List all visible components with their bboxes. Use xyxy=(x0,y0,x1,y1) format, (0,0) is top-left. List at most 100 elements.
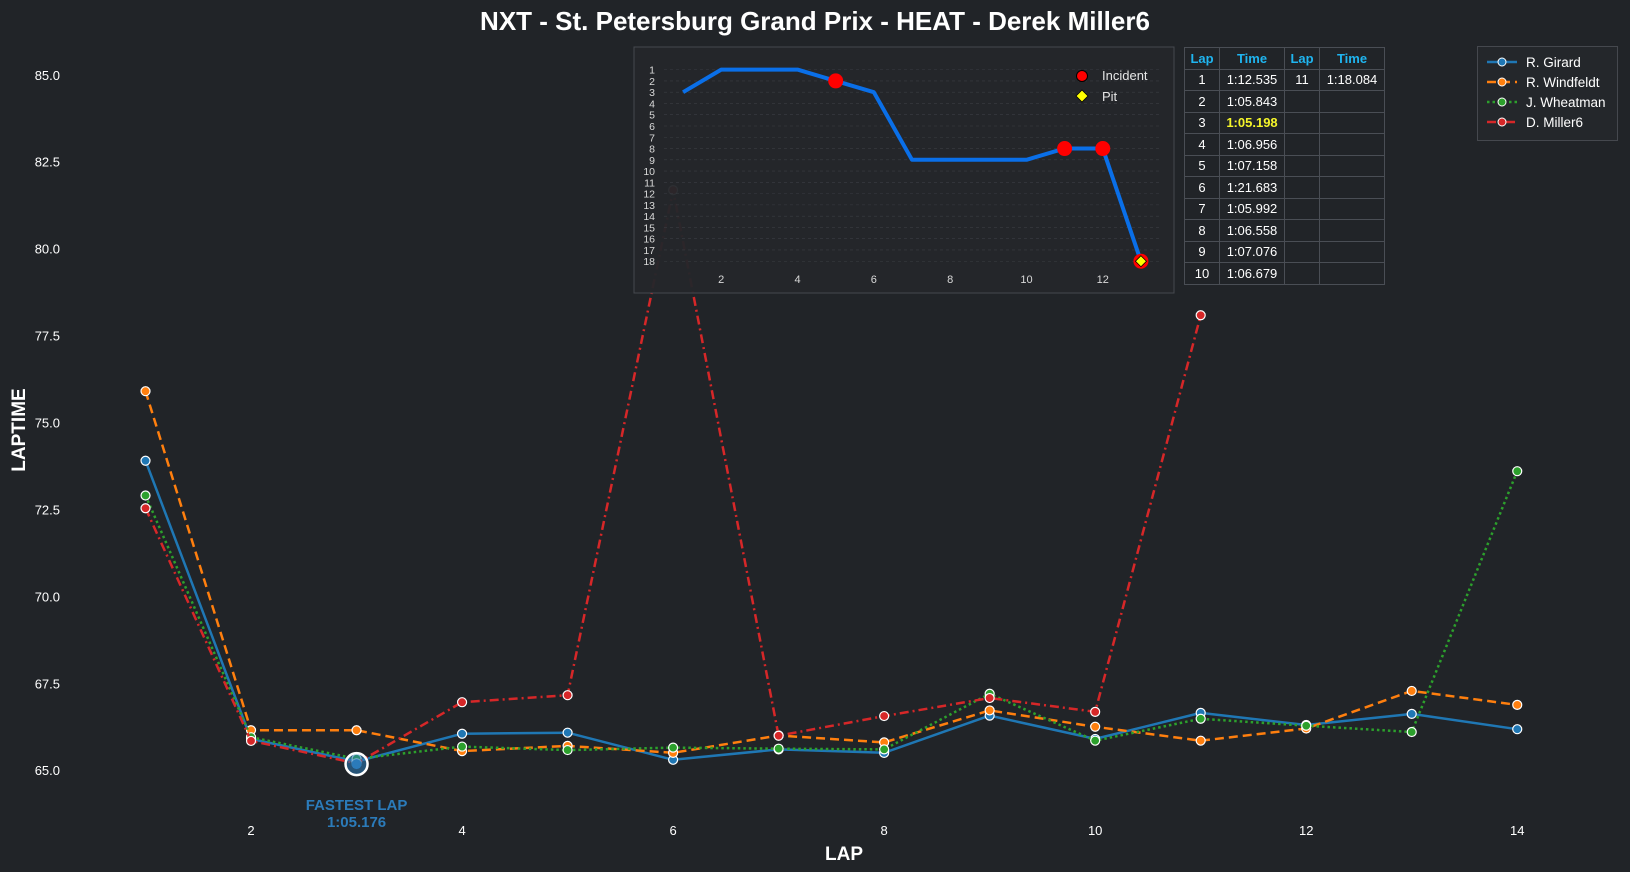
legend-label: J. Wheatman xyxy=(1526,94,1606,110)
table-cell: 1:06.679 xyxy=(1219,262,1285,285)
data-point xyxy=(984,692,995,704)
series-r-girard xyxy=(140,455,1523,767)
table-cell: 3 xyxy=(1184,111,1220,134)
table-header-lap-2: Lap xyxy=(1284,47,1320,70)
legend-item: R. Girard xyxy=(1486,52,1617,72)
lap-time-table: Lap Time Lap Time 1 1:12.535 11 1:18.084 2 1:… xyxy=(1184,47,1385,285)
inset-x-tick-label: 4 xyxy=(794,274,800,286)
table-cell: 1:06.956 xyxy=(1219,133,1285,156)
pit-legend-label: Pit xyxy=(1102,89,1118,104)
data-point xyxy=(1406,685,1417,697)
series-line xyxy=(144,470,1519,761)
table-cell xyxy=(1319,197,1385,220)
inset-y-tick-label: 17 xyxy=(643,245,655,257)
table-cell: 5 xyxy=(1184,154,1220,177)
data-point xyxy=(562,744,573,756)
table-row: 10 1:06.679 xyxy=(1184,262,1385,285)
table-header-row: Lap Time Lap Time xyxy=(1184,47,1385,70)
data-point xyxy=(456,741,468,752)
legend-marker xyxy=(1497,97,1507,107)
incident-marker xyxy=(1095,141,1111,157)
table-cell: 7 xyxy=(1184,197,1220,220)
table-cell xyxy=(1319,133,1385,156)
table-cell: 1:12.535 xyxy=(1219,68,1285,91)
inset-y-tick-label: 12 xyxy=(643,189,655,201)
data-point xyxy=(1406,726,1417,738)
inset-y-tick-label: 7 xyxy=(649,132,655,144)
table-cell xyxy=(1319,240,1385,263)
table-cell xyxy=(1284,240,1320,263)
data-point xyxy=(1195,310,1206,321)
inset-x-tick-label: 12 xyxy=(1097,274,1109,286)
table-header-lap: Lap xyxy=(1184,47,1220,70)
legend-swatch xyxy=(1487,117,1517,127)
table-cell: 1:07.158 xyxy=(1219,154,1285,177)
legend-item: J. Wheatman xyxy=(1486,92,1617,112)
table-cell xyxy=(1284,262,1320,285)
x-tick-label: 6 xyxy=(669,823,676,838)
data-point xyxy=(1512,466,1523,477)
table-cell: 4 xyxy=(1184,133,1220,156)
pit-marker xyxy=(1134,255,1147,268)
inset-frame xyxy=(633,46,1175,294)
data-point xyxy=(351,725,362,736)
y-tick-label: 77.5 xyxy=(35,329,60,344)
fastest-lap-label: FASTEST LAP xyxy=(306,797,408,814)
data-point xyxy=(456,697,468,708)
inset-y-tick-label: 2 xyxy=(649,76,655,88)
data-point xyxy=(879,744,890,755)
data-point xyxy=(1090,735,1101,746)
legend-swatch xyxy=(1487,77,1517,87)
legend-item: D. Miller6 xyxy=(1486,112,1617,132)
data-point xyxy=(245,735,257,747)
x-tick-label: 14 xyxy=(1510,823,1524,838)
table-cell xyxy=(1284,90,1320,113)
table-cell: 1:18.084 xyxy=(1319,68,1385,91)
inset-x-tick-label: 2 xyxy=(718,274,724,286)
table-cell xyxy=(1319,176,1385,199)
data-point xyxy=(1406,708,1417,719)
series-line xyxy=(144,390,1518,755)
table-cell: 1:05.843 xyxy=(1219,90,1285,113)
x-tick-label: 4 xyxy=(458,823,465,838)
table-cell xyxy=(1284,197,1320,220)
incident-marker xyxy=(1057,141,1073,157)
table-cell xyxy=(1319,219,1385,242)
inset-y-tick-label: 11 xyxy=(644,177,655,189)
x-tick-label: 10 xyxy=(1088,823,1102,838)
inset-y-tick-label: 13 xyxy=(643,200,655,212)
legend-label: D. Miller6 xyxy=(1526,114,1584,130)
x-tick-label: 12 xyxy=(1299,823,1313,838)
incident-legend-icon xyxy=(1076,70,1088,82)
table-cell: 6 xyxy=(1184,176,1220,199)
y-axis-label: LAPTIME xyxy=(9,388,30,471)
table-cell: 1:21.683 xyxy=(1219,176,1285,199)
table-cell: 9 xyxy=(1184,240,1220,263)
table-cell: 1:06.558 xyxy=(1219,219,1285,242)
legend-item: R. Windfeldt xyxy=(1486,72,1617,92)
inset-y-tick-label: 15 xyxy=(643,222,655,234)
legend-swatch xyxy=(1487,97,1517,107)
data-point xyxy=(1195,713,1206,724)
incident-legend-label: Incident xyxy=(1102,68,1148,83)
series-r-windfeldt xyxy=(140,386,1523,758)
y-tick-label: 75.0 xyxy=(35,416,60,431)
table-cell xyxy=(1284,154,1320,177)
inset-y-tick-label: 8 xyxy=(649,144,655,156)
table-cell xyxy=(1284,111,1320,134)
table-row: 8 1:06.558 xyxy=(1184,219,1385,242)
x-axis-label: LAP xyxy=(825,844,863,865)
legend-swatch xyxy=(1487,57,1517,67)
table-cell: 2 xyxy=(1184,90,1220,113)
data-point xyxy=(140,455,151,466)
pit-legend-icon xyxy=(1075,89,1089,103)
table-row: 7 1:05.992 xyxy=(1184,197,1385,220)
inset-y-tick-label: 1 xyxy=(649,65,655,77)
table-row: 4 1:06.956 xyxy=(1184,133,1385,156)
data-point xyxy=(1512,724,1523,735)
table-cell: 10 xyxy=(1184,262,1220,285)
inset-y-tick-label: 14 xyxy=(643,211,655,223)
chart-legend: R. Girard R. Windfeldt J. Wheatman D. Mille… xyxy=(1477,46,1618,141)
